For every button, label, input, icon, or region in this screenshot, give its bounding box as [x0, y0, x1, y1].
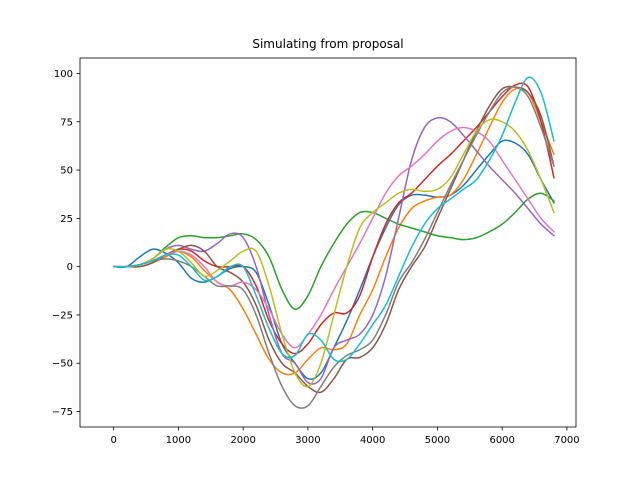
series-line-10: [112, 76, 555, 363]
chart-title: Simulating from proposal: [252, 37, 403, 51]
y-tick-label: 50: [60, 166, 73, 177]
series-line-9: [112, 118, 555, 388]
y-tick-label: −25: [52, 310, 73, 321]
series-line-2: [112, 87, 555, 376]
x-tick-label: 2000: [230, 435, 255, 446]
x-tick-label: 1000: [166, 435, 191, 446]
y-tick-label: 75: [60, 117, 73, 128]
y-tick-label: 0: [67, 262, 73, 273]
series-line-3: [112, 192, 555, 310]
series-layer: [112, 76, 555, 409]
x-tick-label: 6000: [489, 435, 514, 446]
y-tick-label: 100: [54, 69, 73, 80]
x-tick-label: 7000: [554, 435, 579, 446]
x-tick-label: 5000: [425, 435, 450, 446]
x-tick-label: 3000: [295, 435, 320, 446]
series-line-5: [112, 116, 555, 385]
series-lines: [112, 76, 555, 409]
axes-layer: 0 1000 2000 3000 4000 5000 6000 7000 −75 −50 −25 0 2…: [52, 57, 580, 446]
x-tick-label: 4000: [360, 435, 385, 446]
series-line-8: [112, 86, 555, 409]
plot-frame: [79, 57, 577, 428]
series-line-7: [112, 126, 555, 349]
y-tick-label: −50: [52, 359, 73, 370]
series-line-6: [112, 85, 555, 394]
y-tick-label: −75: [52, 407, 73, 418]
x-tick-label: 0: [110, 435, 116, 446]
y-tick-label: 25: [60, 214, 73, 225]
